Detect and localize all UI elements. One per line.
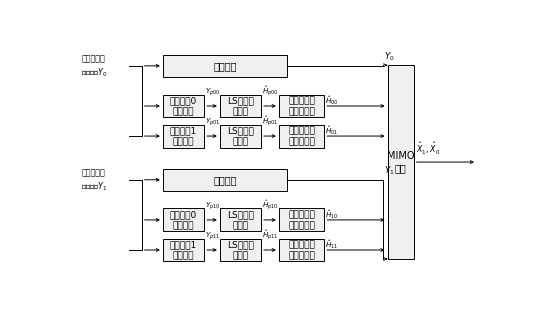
Text: $Y_{p11}$: $Y_{p11}$ [206, 230, 221, 242]
Text: $\hat{H}_{p01}$: $\hat{H}_{p01}$ [262, 114, 279, 128]
Text: $\hat{H}_{00}$: $\hat{H}_{00}$ [325, 95, 339, 107]
Text: $\hat{H}_{p10}$: $\hat{H}_{p10}$ [262, 198, 279, 212]
Bar [220, 95, 261, 118]
Text: $Y_{p10}$: $Y_{p10}$ [206, 200, 221, 212]
Text: $Y_1$: $Y_1$ [384, 165, 395, 177]
Bar [279, 209, 324, 231]
Text: LS算法信
道估计: LS算法信 道估计 [227, 96, 254, 116]
Bar [220, 124, 261, 148]
Text: 延时接收: 延时接收 [213, 175, 237, 185]
Bar [279, 124, 324, 148]
Text: LS算法信
道估计: LS算法信 道估计 [227, 126, 254, 146]
Bar [163, 209, 204, 231]
Text: LS算法信
道估计: LS算法信 道估计 [227, 240, 254, 260]
Text: 级联时频二
维线性内插: 级联时频二 维线性内插 [288, 96, 315, 116]
Text: 发射天线0
导频提取: 发射天线0 导频提取 [170, 96, 197, 116]
Bar [279, 239, 324, 261]
Text: 级联时频二
维线性内插: 级联时频二 维线性内插 [288, 240, 315, 260]
Bar [163, 124, 204, 148]
Text: $\hat{H}_{10}$: $\hat{H}_{10}$ [325, 209, 339, 221]
Text: $\hat{H}_{11}$: $\hat{H}_{11}$ [325, 239, 338, 251]
Text: 级联时频二
维线性内插: 级联时频二 维线性内插 [288, 126, 315, 146]
Bar [220, 209, 261, 231]
Text: 取射天线1
导频提取: 取射天线1 导频提取 [170, 240, 197, 260]
Bar [387, 65, 414, 259]
Bar [163, 55, 287, 77]
Text: 取射天线1
导频提取: 取射天线1 导频提取 [170, 126, 197, 146]
Text: $Y_0$: $Y_0$ [384, 51, 395, 63]
Text: $\hat{H}_{01}$: $\hat{H}_{01}$ [325, 124, 338, 137]
Bar [220, 239, 261, 261]
Text: LS算法信
道估计: LS算法信 道估计 [227, 210, 254, 230]
Bar [279, 95, 324, 118]
Text: $\hat{X}_1,\hat{X}_0$: $\hat{X}_1,\hat{X}_0$ [416, 141, 441, 157]
Text: $Y_{p00}$: $Y_{p00}$ [206, 86, 221, 98]
Text: 接收天线已
同步信号$Y_1$: 接收天线已 同步信号$Y_1$ [81, 168, 107, 193]
Text: MIMO
检测: MIMO 检测 [387, 151, 415, 173]
Text: $\hat{H}_{p11}$: $\hat{H}_{p11}$ [262, 228, 279, 242]
Text: 发射天线0
导频提取: 发射天线0 导频提取 [170, 210, 197, 230]
Text: 延时接收: 延时接收 [213, 61, 237, 71]
Bar [163, 169, 287, 191]
Text: 级联时频二
维线性内插: 级联时频二 维线性内插 [288, 210, 315, 230]
Bar [163, 95, 204, 118]
Text: $Y_{p01}$: $Y_{p01}$ [206, 117, 221, 128]
Bar [163, 239, 204, 261]
Text: 接收天线已
同步信号$Y_0$: 接收天线已 同步信号$Y_0$ [81, 54, 107, 78]
Text: $\hat{H}_{p00}$: $\hat{H}_{p00}$ [262, 84, 279, 98]
